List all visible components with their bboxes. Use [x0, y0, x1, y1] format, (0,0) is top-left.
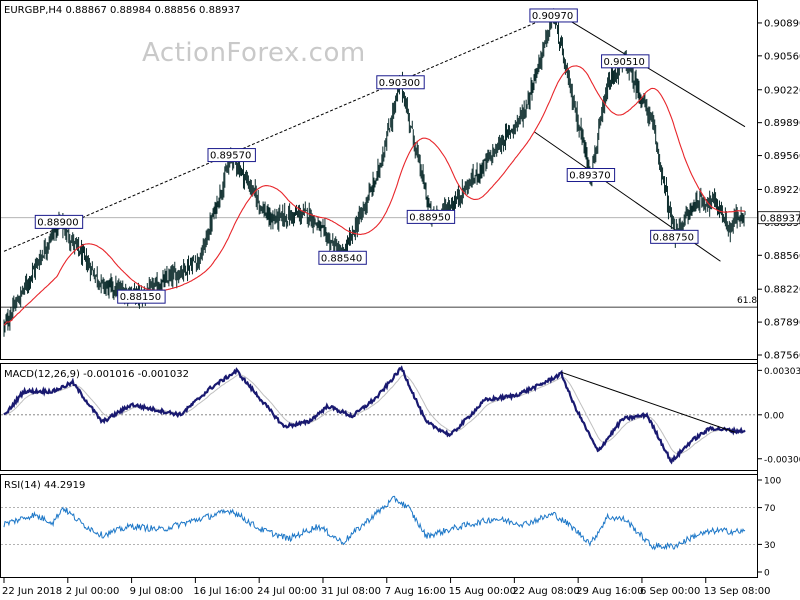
time-tick-label: 24 Jul 00:00 — [257, 586, 317, 597]
last-price-box — [757, 211, 800, 225]
rsi-tick-label: 70 — [764, 504, 776, 514]
rsi-tick-label: 100 — [764, 477, 781, 487]
time-tick-label: 16 Jul 16:00 — [193, 586, 253, 597]
fib-label: 61.8 — [737, 296, 757, 306]
time-tick-label: 6 Sep 00:00 — [640, 586, 700, 597]
time-axis: 22 Jun 2018 2 Jul 00:00 9 Jul 08:00 16 Jul … — [2, 578, 770, 597]
macd-tick-label: -0.003001 — [764, 455, 800, 465]
time-tick-label: 22 Jun 2018 — [2, 586, 62, 597]
rsi-tick-label: 30 — [764, 541, 776, 551]
rsi-line — [3, 495, 746, 551]
time-tick-label: 9 Jul 08:00 — [130, 586, 184, 597]
macd-tick-label: 0.00 — [764, 411, 784, 421]
price-chart-title: EURGBP,H4 0.88867 0.88984 0.88856 0.8893… — [4, 5, 240, 16]
macd-indicator: 0.003034 0.00 -0.003001 — [1, 365, 800, 465]
rsi-panel-frame — [0, 474, 758, 578]
moving-average-line — [3, 65, 746, 326]
time-tick-label: 7 Aug 16:00 — [385, 586, 446, 597]
time-tick-label: 15 Aug 00:00 — [449, 586, 516, 597]
rsi-tick-label: 0 — [764, 569, 770, 579]
swing-label: 0.90300 — [379, 78, 420, 89]
swing-label: 0.88900 — [37, 217, 78, 228]
swing-label-box — [207, 148, 256, 163]
swing-label: 0.90970 — [532, 11, 573, 22]
swing-label-box — [529, 8, 578, 23]
swing-label: 0.88150 — [120, 292, 161, 303]
time-tick-label: 22 Aug 08:00 — [512, 586, 579, 597]
swing-label: 0.88540 — [321, 253, 362, 264]
swing-label: 0.88950 — [409, 212, 450, 223]
swing-label: 0.89370 — [569, 171, 610, 182]
swing-label-box — [601, 54, 650, 69]
swing-label-box — [376, 75, 425, 90]
rsi-indicator: 100 70 30 0 — [1, 477, 781, 579]
swing-label-box — [566, 168, 616, 183]
swing-label-box — [650, 229, 699, 244]
time-tick-label: 29 Aug 16:00 — [576, 586, 643, 597]
swing-label-box — [34, 214, 84, 229]
fibonacci-level: 61.8 — [1, 217, 757, 308]
price-tick-label: 0.87560 — [764, 351, 800, 362]
rsi-title: RSI(14) 44.2919 — [4, 480, 85, 491]
swing-label: 0.89570 — [210, 151, 251, 162]
macd-signal-line — [3, 373, 746, 455]
macd-title: MACD(12,26,9) -0.001016 -0.001032 — [4, 369, 189, 380]
swing-label-box — [406, 209, 456, 224]
swing-label-box — [117, 289, 166, 304]
macd-tick-label: 0.003034 — [764, 367, 800, 377]
moving-average — [3, 65, 746, 326]
swing-labels: 0.88900 0.88150 0.89570 0.88540 0.90300 0.889… — [34, 8, 800, 304]
macd-line — [3, 365, 746, 465]
swing-label: 0.90510 — [604, 57, 645, 68]
swing-label-box — [318, 250, 367, 265]
price-bars — [3, 8, 746, 337]
watermark: ActionForex.com — [142, 38, 366, 68]
trendlines — [3, 13, 746, 262]
time-tick-label: 31 Jul 08:00 — [321, 586, 381, 597]
swing-label: 0.88750 — [653, 232, 694, 243]
macd-trendline — [561, 371, 736, 433]
last-price-label: 0.88937 — [760, 214, 800, 225]
time-tick-label: 2 Jul 00:00 — [66, 586, 120, 597]
time-tick-label: 13 Sep 08:00 — [704, 586, 771, 597]
trendline — [558, 13, 746, 128]
